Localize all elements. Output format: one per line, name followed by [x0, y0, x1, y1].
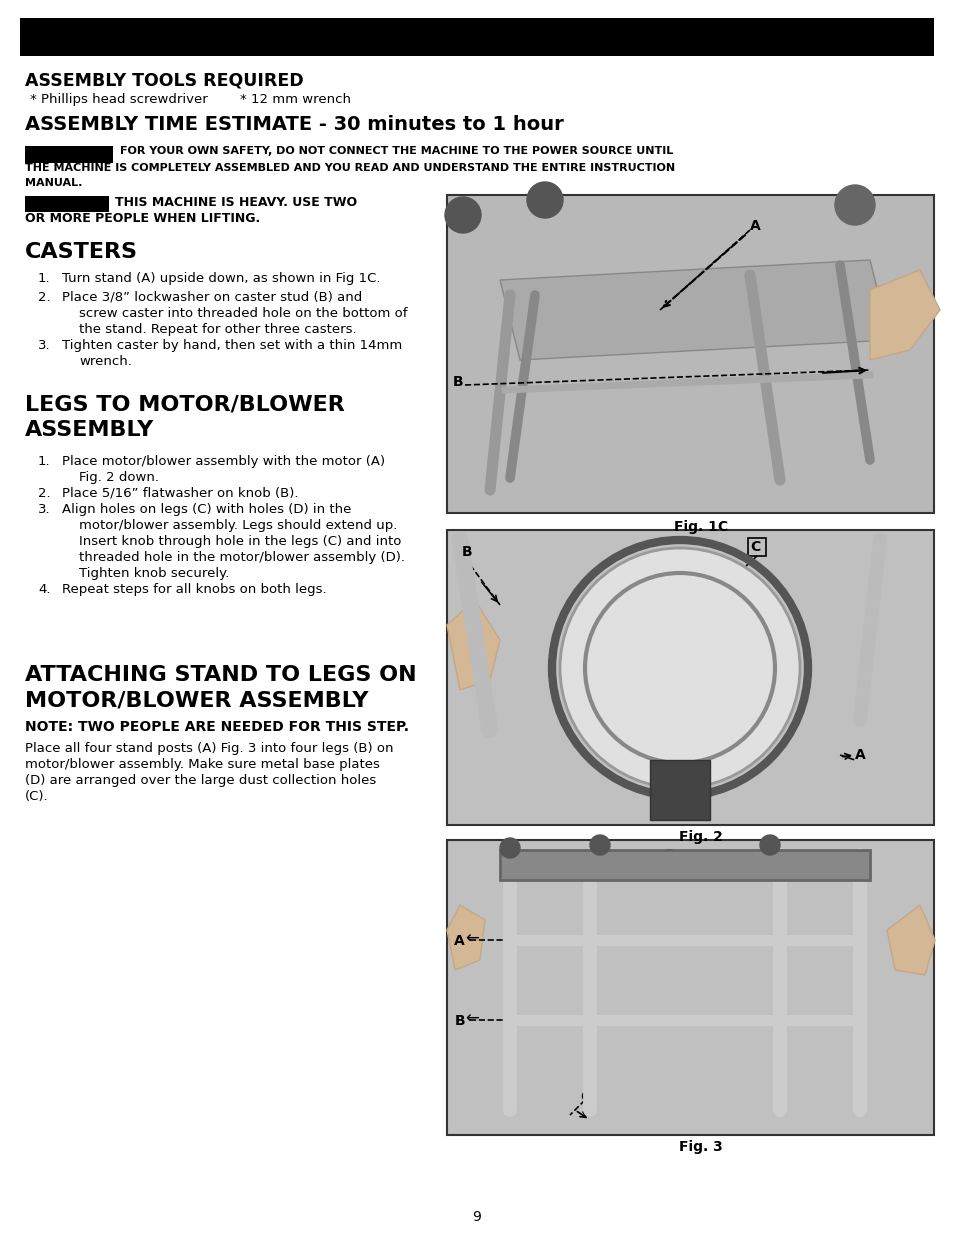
Text: 4.: 4.: [38, 583, 51, 597]
Text: ⚠CAUTION: ⚠CAUTION: [27, 199, 85, 209]
Text: Fig. 2 down.: Fig. 2 down.: [79, 471, 159, 484]
Text: D: D: [589, 620, 601, 634]
Text: 2.: 2.: [38, 487, 51, 500]
Circle shape: [589, 835, 609, 855]
Text: Turn stand (A) upside down, as shown in Fig 1C.: Turn stand (A) upside down, as shown in …: [62, 272, 380, 285]
Text: 1.: 1.: [38, 272, 51, 285]
Text: CASTERS: CASTERS: [25, 242, 138, 262]
Text: ASSEMBLY TIME ESTIMATE - 30 minutes to 1 hour: ASSEMBLY TIME ESTIMATE - 30 minutes to 1…: [25, 115, 563, 135]
Text: 2.: 2.: [38, 291, 51, 304]
Bar: [25, 196, 109, 212]
Text: A: A: [854, 748, 864, 762]
Text: 9: 9: [472, 1210, 481, 1224]
Text: Place 5/16” flatwasher on knob (B).: Place 5/16” flatwasher on knob (B).: [62, 487, 298, 500]
Text: 3.: 3.: [38, 503, 51, 516]
Text: Fig. 3: Fig. 3: [679, 1140, 722, 1153]
Text: ASSEMBLY: ASSEMBLY: [25, 420, 154, 440]
Text: (D) are arranged over the large dust collection holes: (D) are arranged over the large dust col…: [25, 774, 375, 787]
Text: Insert knob through hole in the legs (C) and into: Insert knob through hole in the legs (C)…: [79, 535, 401, 548]
Text: Repeat steps for all knobs on both legs.: Repeat steps for all knobs on both legs.: [62, 583, 326, 597]
Text: C: C: [579, 1091, 590, 1104]
Circle shape: [499, 839, 519, 858]
Bar: [747, 538, 765, 556]
Text: ←: ←: [464, 930, 478, 948]
Text: THE MACHINE IS COMPLETELY ASSEMBLED AND YOU READ AND UNDERSTAND THE ENTIRE INSTR: THE MACHINE IS COMPLETELY ASSEMBLED AND …: [25, 163, 675, 173]
Text: B: B: [453, 375, 463, 389]
Text: B: B: [461, 545, 472, 559]
Text: LEGS TO MOTOR/BLOWER: LEGS TO MOTOR/BLOWER: [25, 395, 344, 415]
Text: THIS MACHINE IS HEAVY. USE TWO: THIS MACHINE IS HEAVY. USE TWO: [115, 196, 356, 209]
Text: motor/blower assembly. Make sure metal base plates: motor/blower assembly. Make sure metal b…: [25, 758, 379, 771]
Text: ⚠WARNING: ⚠WARNING: [27, 149, 93, 159]
Circle shape: [444, 198, 480, 233]
Text: screw caster into threaded hole on the bottom of: screw caster into threaded hole on the b…: [79, 308, 407, 320]
Polygon shape: [499, 261, 889, 359]
Text: Tighten knob securely.: Tighten knob securely.: [79, 567, 229, 580]
Polygon shape: [869, 270, 939, 359]
Text: Tighten caster by hand, then set with a thin 14mm: Tighten caster by hand, then set with a …: [62, 338, 402, 352]
Text: ATTACHING STAND TO LEGS ON: ATTACHING STAND TO LEGS ON: [25, 664, 416, 685]
Text: NOTE: TWO PEOPLE ARE NEEDED FOR THIS STEP.: NOTE: TWO PEOPLE ARE NEEDED FOR THIS STE…: [25, 720, 409, 734]
Text: OR MORE PEOPLE WHEN LIFTING.: OR MORE PEOPLE WHEN LIFTING.: [25, 212, 260, 225]
Bar: [447, 840, 933, 1135]
Polygon shape: [886, 905, 934, 974]
Text: MOTOR/BLOWER ASSEMBLY: MOTOR/BLOWER ASSEMBLY: [25, 690, 368, 710]
Polygon shape: [447, 600, 499, 690]
Text: FOR YOUR OWN SAFETY, DO NOT CONNECT THE MACHINE TO THE POWER SOURCE UNTIL: FOR YOUR OWN SAFETY, DO NOT CONNECT THE …: [120, 146, 673, 156]
Text: Align holes on legs (C) with holes (D) in the: Align holes on legs (C) with holes (D) i…: [62, 503, 351, 516]
Bar: [25, 146, 112, 163]
Text: threaded hole in the motor/blower assembly (D).: threaded hole in the motor/blower assemb…: [79, 551, 405, 564]
Text: D: D: [664, 848, 676, 862]
Text: MANUAL.: MANUAL.: [25, 178, 82, 188]
Text: Place all four stand posts (A) Fig. 3 into four legs (B) on: Place all four stand posts (A) Fig. 3 in…: [25, 742, 393, 755]
Text: Fig. 1C: Fig. 1C: [673, 520, 727, 534]
Bar: [649, 760, 709, 820]
Circle shape: [559, 548, 800, 788]
Bar: [447, 195, 933, 513]
Text: B: B: [454, 1014, 464, 1028]
Circle shape: [526, 182, 562, 219]
Text: (C).: (C).: [25, 790, 49, 803]
Text: * 12 mm wrench: * 12 mm wrench: [240, 93, 351, 106]
Text: C: C: [749, 540, 760, 555]
Text: ←: ←: [464, 1010, 478, 1028]
Text: 3.: 3.: [38, 338, 51, 352]
Text: A: A: [454, 934, 464, 948]
Text: 1.: 1.: [38, 454, 51, 468]
Text: ASSEMBLY: ASSEMBLY: [404, 25, 549, 49]
Text: Place 3/8” lockwasher on caster stud (B) and: Place 3/8” lockwasher on caster stud (B)…: [62, 291, 362, 304]
Text: * Phillips head screwdriver: * Phillips head screwdriver: [30, 93, 208, 106]
Circle shape: [760, 835, 780, 855]
Text: A: A: [663, 219, 760, 306]
Circle shape: [834, 185, 874, 225]
Text: Place motor/blower assembly with the motor (A): Place motor/blower assembly with the mot…: [62, 454, 385, 468]
Text: ASSEMBLY TOOLS REQUIRED: ASSEMBLY TOOLS REQUIRED: [25, 72, 303, 90]
Text: the stand. Repeat for other three casters.: the stand. Repeat for other three caster…: [79, 324, 356, 336]
Polygon shape: [447, 905, 484, 969]
Text: motor/blower assembly. Legs should extend up.: motor/blower assembly. Legs should exten…: [79, 519, 397, 532]
Bar: [499, 850, 869, 881]
Text: wrench.: wrench.: [79, 354, 132, 368]
Bar: [20, 19, 933, 56]
Bar: [447, 530, 933, 825]
Text: Fig. 2: Fig. 2: [679, 830, 722, 844]
